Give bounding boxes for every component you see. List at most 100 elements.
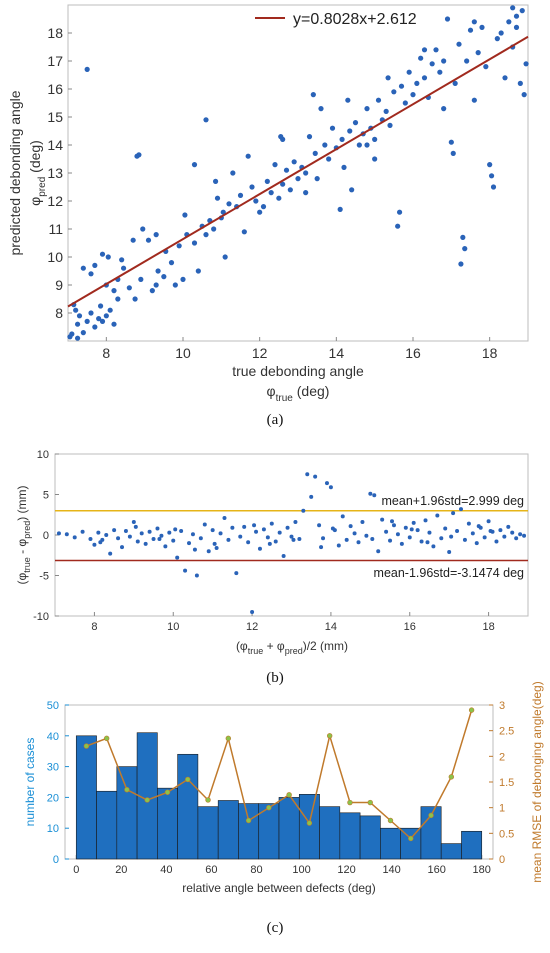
scatter-point [241, 229, 247, 235]
scatter-point [190, 532, 195, 537]
scatter-point [246, 540, 251, 545]
scatter-point [153, 282, 159, 288]
x-tick-label: 60 [205, 864, 217, 876]
scatter-point [108, 551, 113, 556]
rmse-marker [408, 835, 414, 842]
scatter-point [341, 164, 347, 170]
scatter-point [305, 472, 310, 477]
scatter-point [212, 541, 217, 546]
scatter-point [506, 19, 512, 25]
scatter-point [280, 181, 286, 187]
scatter-point [198, 536, 203, 541]
panel-a-axes-box [67, 4, 529, 342]
scatter-point [161, 274, 167, 280]
panel-c-y2-ticks: 0 0.5 1 1.5 2 2.5 3 [489, 700, 514, 866]
scatter-point [157, 537, 162, 542]
scatter-point [163, 544, 168, 549]
scatter-point [119, 257, 125, 263]
scatter-point [155, 268, 161, 274]
histogram-bar [339, 812, 361, 860]
scatter-point [303, 190, 309, 196]
scatter-point [130, 237, 136, 243]
scatter-point [372, 493, 377, 498]
scatter-point [336, 543, 341, 548]
histogram-bar [440, 843, 462, 860]
panel-c-y-label: number of cases [23, 738, 37, 827]
panel-c-y2-label: mean RMSE of debonging angle(deg) [530, 681, 544, 882]
scatter-point [283, 167, 290, 173]
rmse-marker [468, 707, 475, 713]
scatter-point [273, 539, 278, 544]
scatter-point [402, 100, 408, 106]
scatter-point [380, 517, 385, 522]
scatter-point [450, 150, 456, 156]
scatter-point [187, 541, 192, 546]
scatter-point [74, 321, 81, 327]
scatter-point [352, 120, 359, 126]
scatter-point [326, 156, 332, 162]
scatter-point [123, 528, 128, 533]
histogram-bar [278, 797, 300, 860]
scatter-point [183, 568, 188, 573]
scatter-point [395, 532, 400, 537]
y-tick-label: 8 [55, 305, 63, 321]
scatter-point [214, 545, 219, 550]
scatter-point [80, 330, 86, 336]
scatter-point [287, 187, 293, 193]
y-tick-label: 0 [43, 530, 49, 542]
scatter-point [390, 519, 395, 524]
scatter-point [202, 522, 207, 527]
scatter-point [257, 546, 262, 551]
scatter-point [99, 318, 106, 324]
scatter-point [345, 97, 351, 103]
x-tick-label: 14 [329, 345, 345, 361]
rmse-marker [83, 743, 90, 749]
scatter-point [375, 97, 382, 103]
scatter-point [494, 539, 499, 544]
scatter-point [321, 536, 326, 541]
scatter-point [376, 549, 381, 554]
scatter-point [303, 170, 309, 176]
scatter-point [107, 307, 113, 313]
rmse-marker [245, 817, 252, 824]
histogram-bar [96, 790, 118, 860]
scatter-point [441, 58, 447, 64]
scatter-point [69, 331, 75, 337]
legend-label: y=0.8028x+2.612 [293, 11, 417, 28]
scatter-point [291, 159, 297, 165]
scatter-point [510, 530, 515, 535]
scatter-point [433, 47, 439, 53]
scatter-point [318, 106, 324, 112]
panel-c-x-label: relative angle between defects (deg) [182, 881, 375, 895]
scatter-point [264, 178, 270, 184]
scatter-point [517, 80, 523, 86]
y-tick-label: 10 [47, 249, 63, 265]
scatter-point [372, 156, 378, 162]
scatter-point [140, 226, 146, 232]
x-tick-label: 40 [160, 864, 172, 876]
scatter-point [147, 529, 152, 534]
scatter-point [372, 136, 378, 142]
x-tick-label: 10 [167, 621, 179, 633]
panel-b: -10 -5 0 5 10 8 10 12 14 16 18 mean+1.96std=2.999… [15, 449, 529, 686]
scatter-point [409, 527, 414, 532]
scatter-point [387, 122, 393, 128]
scatter-point [419, 539, 424, 544]
scatter-point [395, 223, 401, 229]
scatter-point [396, 209, 403, 215]
scatter-point [407, 535, 412, 540]
scatter-point [385, 75, 391, 81]
scatter-point [206, 549, 211, 554]
scatter-point [145, 237, 152, 243]
y-tick-label: 11 [48, 221, 63, 237]
scatter-point [398, 83, 405, 89]
scatter-point [268, 190, 274, 196]
scatter-point [104, 533, 109, 537]
scatter-point [383, 108, 389, 114]
scatter-point [510, 5, 516, 11]
rmse-marker [164, 789, 171, 795]
panel-a-y-symbol: φpred (deg) [27, 140, 48, 206]
scatter-point [364, 533, 369, 538]
scatter-point [73, 307, 79, 313]
